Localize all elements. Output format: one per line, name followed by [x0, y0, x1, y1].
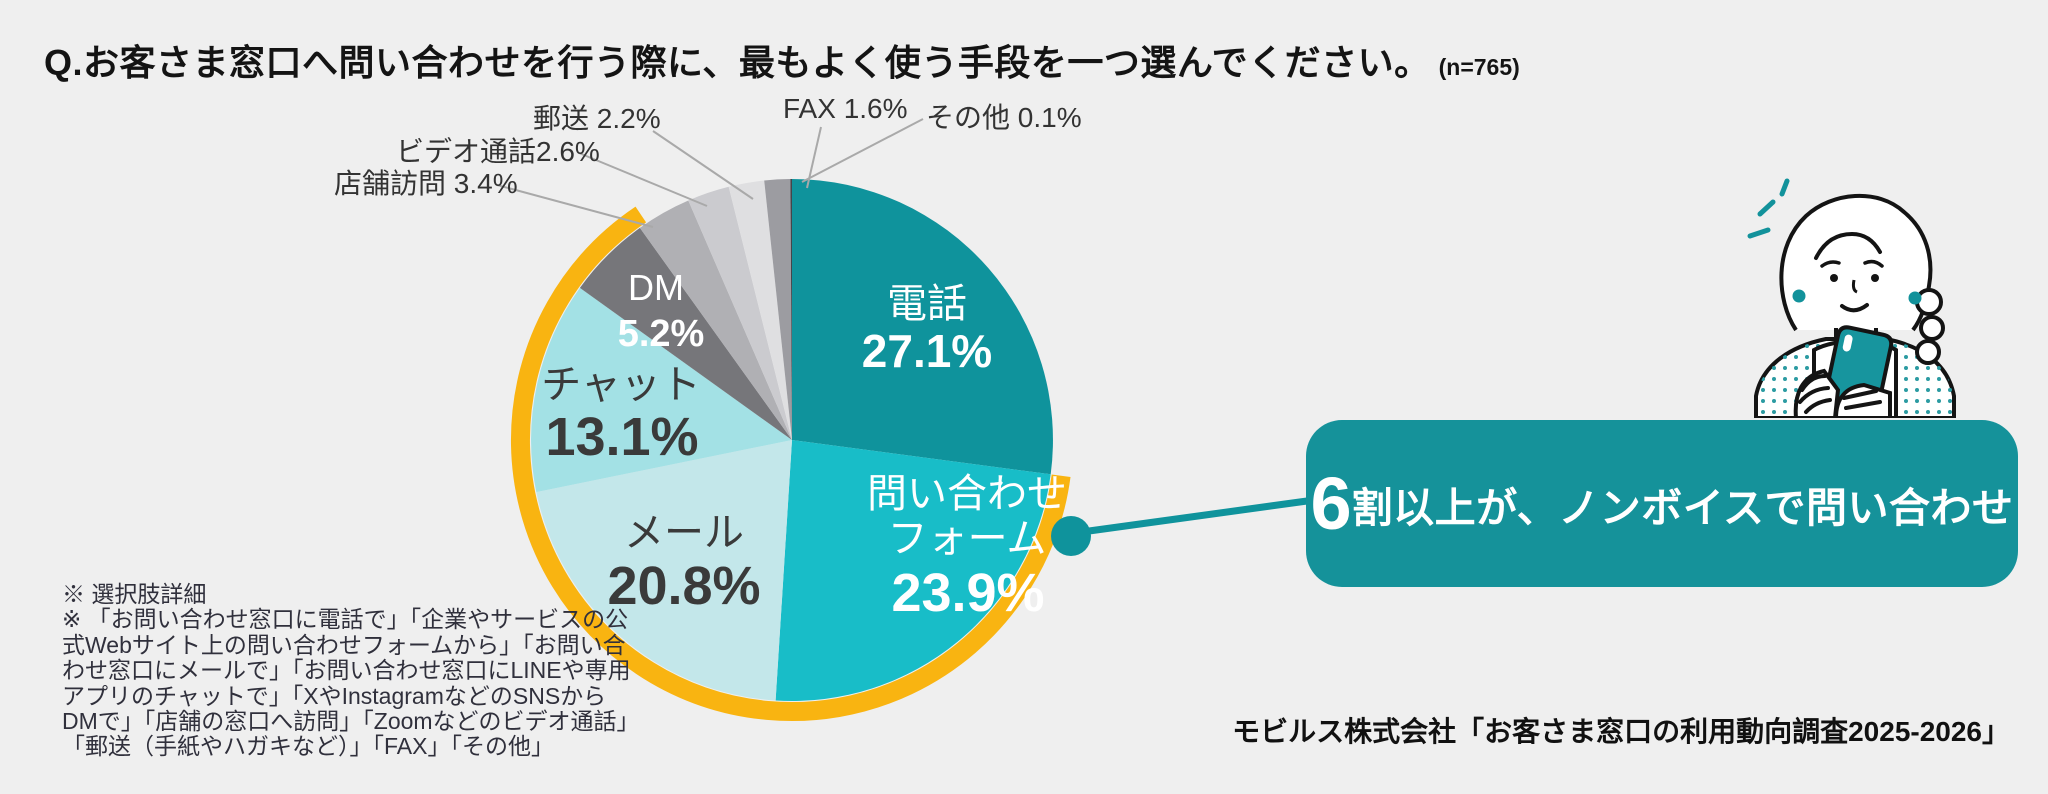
leader-line [652, 130, 754, 200]
person-head [1779, 193, 1945, 365]
pie-slice-2 [536, 440, 792, 701]
slice-label: メール [624, 511, 744, 555]
insight-callout: 6 割以上が、ノンボイスで問い合わせ [1306, 420, 2018, 587]
slice-label: 問い合わせ [867, 472, 1067, 516]
slice-label: ビデオ通話2.6% [396, 136, 600, 167]
pie-slice-9 [790, 178, 792, 440]
slice-label: チャット [541, 363, 701, 407]
pie-slice-7 [728, 180, 792, 440]
woman-with-phone-illustration [1747, 178, 1956, 418]
pie-slice-1 [775, 440, 1051, 702]
title-sample-size: (n=765) [1438, 54, 1520, 80]
slice-label: 23.9% [891, 563, 1044, 623]
sparkle-icon [1747, 178, 1790, 239]
pie-slice-3 [531, 287, 792, 493]
slice-label: 20.8% [607, 556, 760, 616]
slice-label: 店舗訪問 3.4% [334, 168, 518, 199]
callout-connector-dot [1051, 516, 1091, 556]
footnote: ※ 選択肢詳細 ※ 「お問い合わせ窓口に電話で」「企業やサービスの公 式Webサ… [62, 581, 640, 760]
pie-slice-8 [764, 179, 792, 440]
nonvoice-highlight-arc [511, 206, 1071, 721]
person-hands [1793, 368, 1892, 418]
slice-label: DM [628, 267, 684, 308]
slice-label: 電話 [887, 282, 967, 326]
pie-slice-5 [639, 200, 792, 440]
leader-line [801, 118, 924, 183]
page-title: Q.お客さま窓口へ問い合わせを行う際に、最もよく使う手段を一つ選んでください。 (… [44, 34, 1520, 86]
source-credit: モビルス株式会社「お客さま窓口の利用動向調査2025-2026」 [1232, 716, 2010, 747]
slice-label: その他 0.1% [926, 102, 1082, 133]
pie-slice-4 [579, 227, 792, 440]
leader-line [578, 152, 708, 207]
leader-line [496, 184, 654, 228]
callout-number: 6 [1310, 461, 1352, 545]
slice-label: FAX 1.6% [783, 93, 908, 124]
slice-label: 郵送 2.2% [533, 103, 661, 134]
callout-connector-line [1088, 497, 1308, 535]
slice-label: フォーム [888, 517, 1047, 561]
slice-label: 5.2% [618, 313, 705, 355]
callout-text: 割以上が、ノンボイスで問い合わせ [1351, 484, 2014, 531]
pie-slice-0 [792, 179, 1053, 475]
title-question: Q.お客さま窓口へ問い合わせを行う際に、最もよく使う手段を一つ選んでください。 [44, 42, 1431, 83]
pie-slice-6 [688, 186, 792, 440]
slice-label: 13.1% [545, 407, 698, 467]
slice-label: 27.1% [862, 325, 992, 377]
